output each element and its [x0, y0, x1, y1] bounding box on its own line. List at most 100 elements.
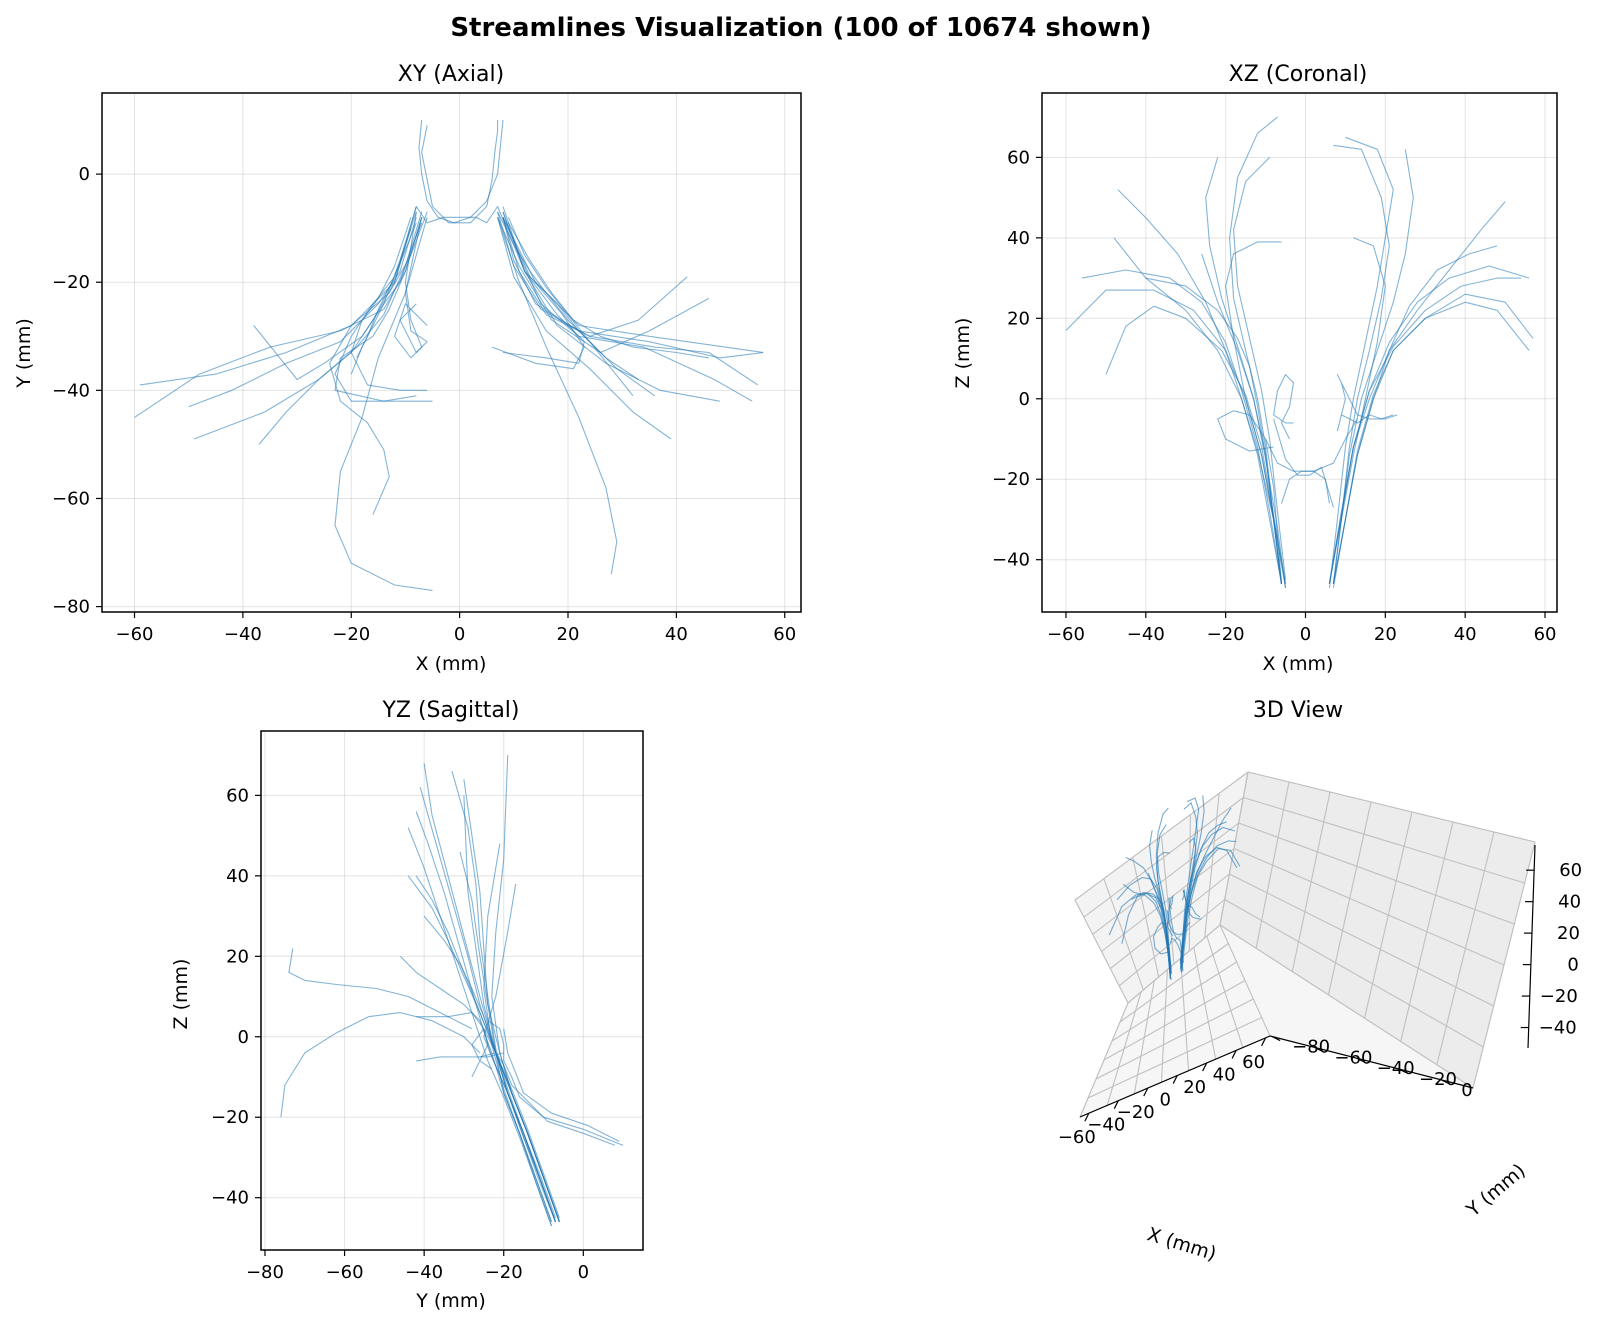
yz-ylabel: Z (mm)	[170, 959, 192, 1030]
streamline	[1167, 894, 1174, 937]
subplot-title-3d: 3D View	[1253, 698, 1343, 723]
grid-line	[1243, 796, 1525, 884]
y-tick-label: −20	[992, 469, 1030, 490]
z-tick-label: 0	[1567, 955, 1578, 976]
y-tick-label: −80	[1292, 1037, 1330, 1058]
streamline	[1117, 189, 1283, 584]
x-tick	[1172, 1075, 1178, 1084]
x-tick-label: −60	[1058, 1127, 1096, 1148]
grid-line	[1224, 899, 1484, 1048]
x-tick	[1261, 1037, 1267, 1047]
y-tick-label: 0	[1019, 389, 1030, 410]
x-tick-label: 40	[1213, 1064, 1236, 1085]
streamline	[507, 222, 709, 359]
z-tick-label: 20	[1557, 923, 1580, 944]
xz-streamlines	[1065, 116, 1534, 588]
grid-line	[1111, 961, 1237, 1042]
streamline	[1180, 840, 1237, 972]
3d-streamlines	[1108, 795, 1241, 981]
grid-line	[1229, 873, 1494, 1007]
y-tick-label: 40	[1007, 228, 1030, 249]
streamline	[416, 1052, 504, 1062]
streamline	[1328, 277, 1522, 584]
streamline	[1180, 821, 1227, 962]
streamline	[1332, 301, 1530, 584]
streamline	[280, 1012, 481, 1118]
xy-xlabel: X (mm)	[416, 653, 487, 675]
streamline	[334, 217, 433, 591]
xz-grid	[1042, 93, 1557, 612]
streamline	[188, 217, 417, 408]
x-tick-label: 20	[557, 624, 580, 645]
y-tick-label: −20	[1419, 1069, 1457, 1090]
x-tick-label: −60	[326, 1262, 364, 1283]
streamline	[350, 217, 428, 391]
figure-title: Streamlines Visualization (100 of 10674 …	[450, 13, 1151, 43]
xy-streamlines	[134, 119, 764, 591]
streamline	[503, 1028, 620, 1142]
streamline	[1332, 245, 1498, 584]
x-tick-label: 0	[1300, 624, 1311, 645]
3d-ylabel: Y (mm)	[1462, 1160, 1530, 1222]
x-tick-label: 20	[1183, 1077, 1206, 1098]
streamline	[483, 883, 557, 1222]
x-tick-label: 0	[578, 1262, 589, 1283]
x-tick-label: −40	[1087, 1115, 1125, 1136]
streamline	[329, 206, 417, 515]
streamline	[497, 217, 672, 440]
x-tick-label: 40	[1454, 624, 1477, 645]
z-tick-label: 40	[1558, 892, 1581, 913]
grid-line	[1219, 771, 1249, 926]
y-tick	[1314, 1046, 1323, 1052]
x-tick	[1143, 1087, 1149, 1097]
y-tick-label: 20	[1007, 308, 1030, 329]
x-tick-label: −20	[1117, 1102, 1155, 1123]
streamline	[1152, 921, 1171, 977]
streamline	[1336, 374, 1398, 432]
streamline	[497, 217, 618, 575]
x-tick-label: −40	[405, 1262, 443, 1283]
streamline	[193, 211, 423, 440]
grid-line	[1247, 771, 1536, 843]
streamline	[1168, 897, 1184, 963]
streamline	[1179, 826, 1236, 963]
y-axis-line	[1269, 1035, 1474, 1089]
grid-line	[1204, 793, 1220, 939]
x-tick-label: −40	[224, 624, 262, 645]
x-tick-label: 60	[1534, 624, 1557, 645]
streamline	[1181, 848, 1241, 973]
subplot-yz: −80 −60 −40 −20 0 −40 −20 0 20 40 60	[211, 730, 644, 1283]
y-tick-label: 60	[1007, 147, 1030, 168]
streamline	[407, 827, 553, 1227]
grid-line	[1074, 899, 1129, 1004]
streamline	[487, 1020, 624, 1146]
streamline	[1332, 293, 1534, 588]
streamline	[483, 843, 553, 1227]
streamline	[1201, 253, 1287, 588]
xz-xlabel: X (mm)	[1263, 653, 1334, 675]
grid-line	[1087, 1017, 1262, 1099]
streamline	[1182, 890, 1201, 918]
streamline	[1341, 414, 1394, 424]
yz-grid	[261, 731, 643, 1250]
xy-ylabel: Y (mm)	[13, 318, 35, 389]
x-tick-label: −60	[1047, 624, 1085, 645]
x-tick-label: 60	[773, 624, 796, 645]
x-tick-label: −40	[1127, 624, 1165, 645]
streamline	[1081, 269, 1283, 584]
streamline	[1273, 418, 1334, 508]
streamline	[471, 1028, 493, 1078]
streamline	[1280, 470, 1330, 504]
y-tick-label: −60	[52, 488, 90, 509]
y-tick-label: −40	[992, 550, 1030, 571]
z-axis-line	[1527, 844, 1536, 1049]
xz-axes-frame	[1041, 92, 1558, 613]
y-tick-label: −80	[52, 597, 90, 618]
x-tick-label: −80	[246, 1262, 284, 1283]
streamline	[497, 217, 710, 354]
y-tick-label: 0	[1461, 1080, 1472, 1101]
streamline	[502, 211, 585, 364]
y-tick-label: −60	[1334, 1047, 1372, 1068]
y-tick-label: −40	[1377, 1058, 1415, 1079]
streamline	[419, 787, 560, 1222]
